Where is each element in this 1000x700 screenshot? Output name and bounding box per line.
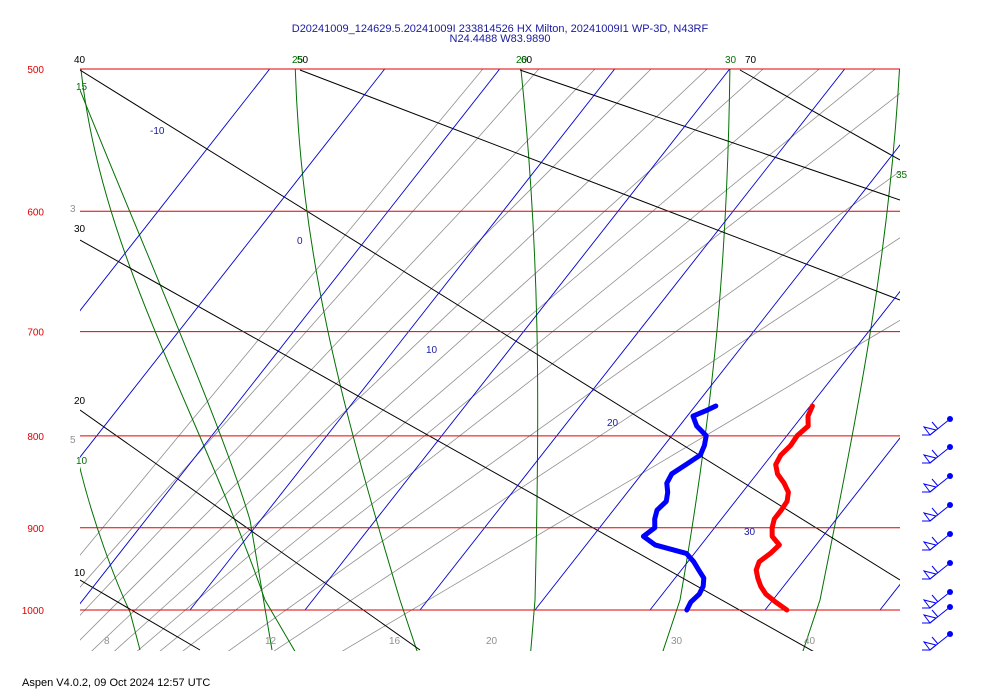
mixing-ratio-line bbox=[80, 69, 484, 556]
dry-adiabat-label: 60 bbox=[521, 55, 533, 66]
mixing-ratio-line bbox=[136, 69, 820, 651]
mixing-ratio-line bbox=[227, 170, 900, 651]
dry-adiabat-label: 40 bbox=[74, 55, 86, 66]
isotherm-label: 30 bbox=[744, 527, 756, 538]
wind-barb-flag bbox=[931, 565, 939, 574]
mixing-ratio-label: 20 bbox=[486, 636, 498, 647]
moist-adiabat-curve bbox=[294, 69, 418, 651]
moist-adiabat-label: 20 bbox=[516, 55, 528, 66]
moist-adiabat-curve bbox=[802, 69, 900, 651]
dry-adiabat-line bbox=[739, 69, 900, 161]
pressure-label: 600 bbox=[27, 207, 44, 218]
mixing-ratio-label: 16 bbox=[389, 636, 401, 647]
dry-adiabat-label: 10 bbox=[74, 568, 86, 579]
dry-adiabat-label: 30 bbox=[74, 224, 86, 235]
wind-barb-pennant bbox=[922, 426, 938, 436]
moist-adiabat-label: 30 bbox=[725, 55, 737, 66]
wind-barb-flag bbox=[931, 594, 939, 603]
dry-adiabat-line bbox=[80, 69, 900, 581]
chart-subtitle: N24.4488 W83.9890 bbox=[449, 33, 551, 45]
pressure-label: 500 bbox=[27, 65, 44, 76]
chart-title: D20241009_124629.5.20241009I 233814526 H… bbox=[291, 23, 709, 35]
isotherm-line bbox=[764, 437, 900, 611]
wind-barb-pennant bbox=[922, 483, 938, 493]
dry-adiabat-line bbox=[80, 579, 201, 651]
pressure-label: 900 bbox=[27, 524, 44, 535]
mixing-ratio-label: 12 bbox=[265, 636, 277, 647]
wind-barb-pennant bbox=[922, 512, 938, 522]
sounding-profiles bbox=[640, 403, 815, 613]
dry-adiabat-line bbox=[80, 239, 814, 651]
moist-adiabat-curve bbox=[80, 466, 141, 651]
mixing-ratio-line bbox=[273, 237, 900, 651]
mixing-ratio-label: 8 bbox=[104, 636, 110, 647]
axis-labels: 500 600 700 800 900 1000 -10 0 10 20 30 40 30 20 10 50 6… bbox=[22, 55, 908, 647]
isotherm-line bbox=[879, 583, 900, 611]
isotherms bbox=[80, 69, 1000, 611]
wind-barb-flag bbox=[931, 536, 939, 545]
wind-barb-flag bbox=[931, 421, 939, 430]
wind-barb-pennant bbox=[922, 641, 938, 651]
isotherm-line bbox=[80, 69, 501, 605]
mixing-ratio-line bbox=[114, 69, 764, 651]
wind-barb-flag bbox=[931, 449, 939, 458]
dewpoint-profile-line bbox=[640, 403, 719, 613]
moist-adiabats bbox=[80, 69, 900, 651]
wind-barb-flag bbox=[931, 507, 939, 516]
moist-adiabat-curve bbox=[80, 89, 273, 651]
moist-adiabat-label: 10 bbox=[76, 456, 88, 467]
footer-version: Aspen V4.0.2, 09 Oct 2024 12:57 UTC bbox=[22, 677, 211, 689]
dry-adiabat-label: 20 bbox=[74, 396, 86, 407]
mixing-ratio-line bbox=[80, 69, 540, 588]
mixing-ratio-label: 3 bbox=[70, 204, 76, 215]
isotherm-label: 10 bbox=[426, 345, 438, 356]
mixing-ratio-label: 30 bbox=[671, 636, 683, 647]
mixing-ratio-line bbox=[80, 69, 596, 616]
mixing-ratio-label: 40 bbox=[804, 636, 816, 647]
wind-barb-pennant bbox=[922, 570, 938, 580]
isotherm-line bbox=[189, 69, 616, 611]
isotherm-line bbox=[534, 144, 900, 611]
moist-adiabat-label: 25 bbox=[292, 55, 304, 66]
wind-barb-pennant bbox=[922, 599, 938, 609]
wind-barb-flag bbox=[931, 478, 939, 487]
pressure-label: 1000 bbox=[22, 606, 45, 617]
wind-barb-pennant bbox=[922, 454, 938, 464]
isotherm-line bbox=[995, 69, 1000, 610]
isotherm-line bbox=[419, 69, 846, 611]
moist-adiabat-label: 35 bbox=[896, 170, 908, 181]
mixing-ratio-line bbox=[91, 69, 708, 651]
mixing-ratio-line bbox=[182, 92, 900, 651]
isotherm-label: 20 bbox=[607, 418, 619, 429]
isobars bbox=[80, 68, 900, 611]
isotherm-label: -10 bbox=[150, 126, 165, 137]
isotherm-line bbox=[649, 290, 900, 611]
isotherm-line bbox=[80, 69, 271, 312]
mixing-ratio-line bbox=[341, 319, 900, 651]
moist-adiabat-curve bbox=[520, 69, 539, 651]
dry-adiabat-line bbox=[519, 69, 900, 201]
isotherm-label: 0 bbox=[297, 236, 303, 247]
moist-adiabat-curve bbox=[80, 69, 296, 651]
moist-adiabat-curve bbox=[662, 69, 731, 651]
moist-adiabat-label: 15 bbox=[76, 82, 88, 93]
pressure-label: 700 bbox=[27, 328, 44, 339]
wind-barb-pennant bbox=[922, 541, 938, 551]
wind-barb-flag bbox=[931, 636, 939, 645]
pressure-label: 800 bbox=[27, 432, 44, 443]
dry-adiabat-label: 70 bbox=[745, 55, 757, 66]
dry-adiabat-label: 50 bbox=[297, 55, 309, 66]
wind-barb-pennant bbox=[922, 614, 938, 624]
mixing-ratio-label: 5 bbox=[70, 435, 76, 446]
mixing-ratio-line bbox=[80, 69, 652, 641]
isotherm-line bbox=[304, 69, 731, 611]
wind-barbs bbox=[922, 416, 953, 651]
isotherm-line bbox=[80, 69, 386, 458]
wind-barb-flag bbox=[931, 609, 939, 618]
dry-adiabat-line bbox=[299, 69, 900, 301]
temperature-profile-line bbox=[753, 403, 815, 613]
